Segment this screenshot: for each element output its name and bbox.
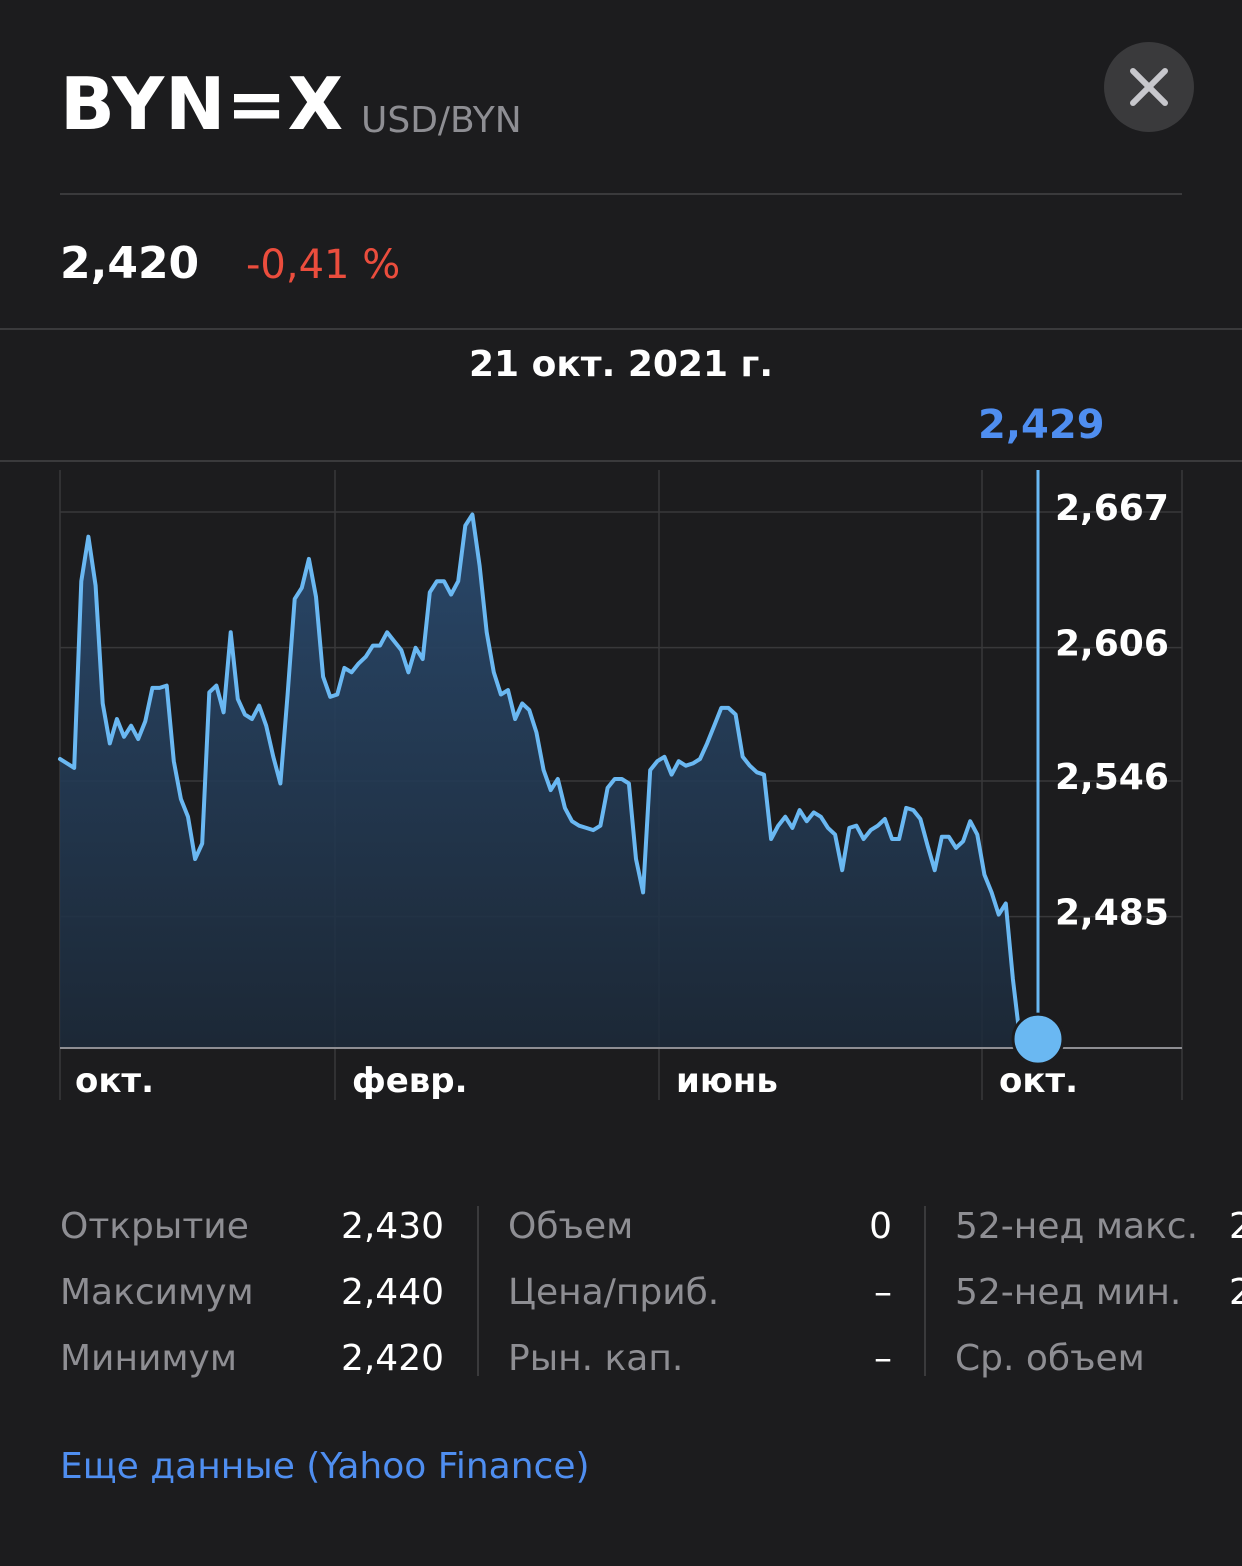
stat-value-high: 2,440 xyxy=(340,1272,444,1313)
stat-label-open: Открытие xyxy=(60,1206,249,1247)
quote-divider xyxy=(0,328,1242,330)
x-tick-label: окт. xyxy=(75,1061,154,1101)
stat-label-low: Минимум xyxy=(60,1338,238,1379)
selected-date: 21 окт. 2021 г. xyxy=(468,344,774,385)
selected-value: 2,429 xyxy=(978,402,1105,448)
y-tick-label: 2,667 xyxy=(1055,488,1169,529)
stat-value-open: 2,430 xyxy=(340,1206,444,1247)
stat-label-high: Максимум xyxy=(60,1272,254,1313)
price-change: -0,41 % xyxy=(246,242,401,288)
stat-value-52w-low: 2 xyxy=(1229,1272,1242,1313)
stats-column-2: Объем 0 Цена/приб. – Рын. кап. – xyxy=(508,1206,892,1396)
selection-dot[interactable] xyxy=(1011,1012,1065,1066)
currency-pair: USD/BYN xyxy=(361,100,522,141)
chart-area-fill xyxy=(60,514,1020,1048)
stat-label-pe: Цена/приб. xyxy=(508,1272,720,1313)
stats-column-3: 52-нед макс. 2 52-нед мин. 2 Ср. объем xyxy=(955,1206,1242,1396)
stats-separator-1 xyxy=(477,1206,479,1376)
stat-label-52w-low: 52-нед мин. xyxy=(955,1272,1182,1313)
stat-label-volume: Объем xyxy=(508,1206,634,1247)
stat-label-52w-high: 52-нед макс. xyxy=(955,1206,1199,1247)
y-tick-label: 2,606 xyxy=(1055,624,1169,665)
more-data-link[interactable]: Еще данные (Yahoo Finance) xyxy=(60,1446,590,1487)
stats-column-1: Открытие 2,430 Максимум 2,440 Минимум 2,… xyxy=(60,1206,444,1396)
stat-value-pe: – xyxy=(874,1272,892,1313)
x-tick-label: окт. xyxy=(999,1061,1078,1101)
close-icon xyxy=(1130,68,1168,106)
chart-top-divider xyxy=(0,460,1242,462)
ticker-symbol: BYN=X xyxy=(60,62,345,146)
x-tick-label: февр. xyxy=(352,1061,468,1101)
stat-value-low: 2,420 xyxy=(340,1338,444,1379)
stat-label-avg-volume: Ср. объем xyxy=(955,1338,1145,1379)
x-tick-label: июнь xyxy=(676,1061,778,1101)
stats-separator-2 xyxy=(924,1206,926,1376)
price-line xyxy=(58,512,1022,1042)
stat-label-mcap: Рын. кап. xyxy=(508,1338,684,1379)
y-tick-label: 2,485 xyxy=(1055,893,1169,934)
y-tick-label: 2,546 xyxy=(1055,757,1169,798)
close-button[interactable] xyxy=(1104,42,1194,132)
stat-value-mcap: – xyxy=(874,1338,892,1379)
current-price: 2,420 xyxy=(60,238,200,289)
price-chart[interactable]: 2,667 2,606 2,546 2,485 окт. февр. июнь окт. xyxy=(0,460,1242,1110)
header-divider xyxy=(60,193,1182,195)
stat-value-volume: 0 xyxy=(869,1206,892,1247)
stat-value-52w-high: 2 xyxy=(1229,1206,1242,1247)
